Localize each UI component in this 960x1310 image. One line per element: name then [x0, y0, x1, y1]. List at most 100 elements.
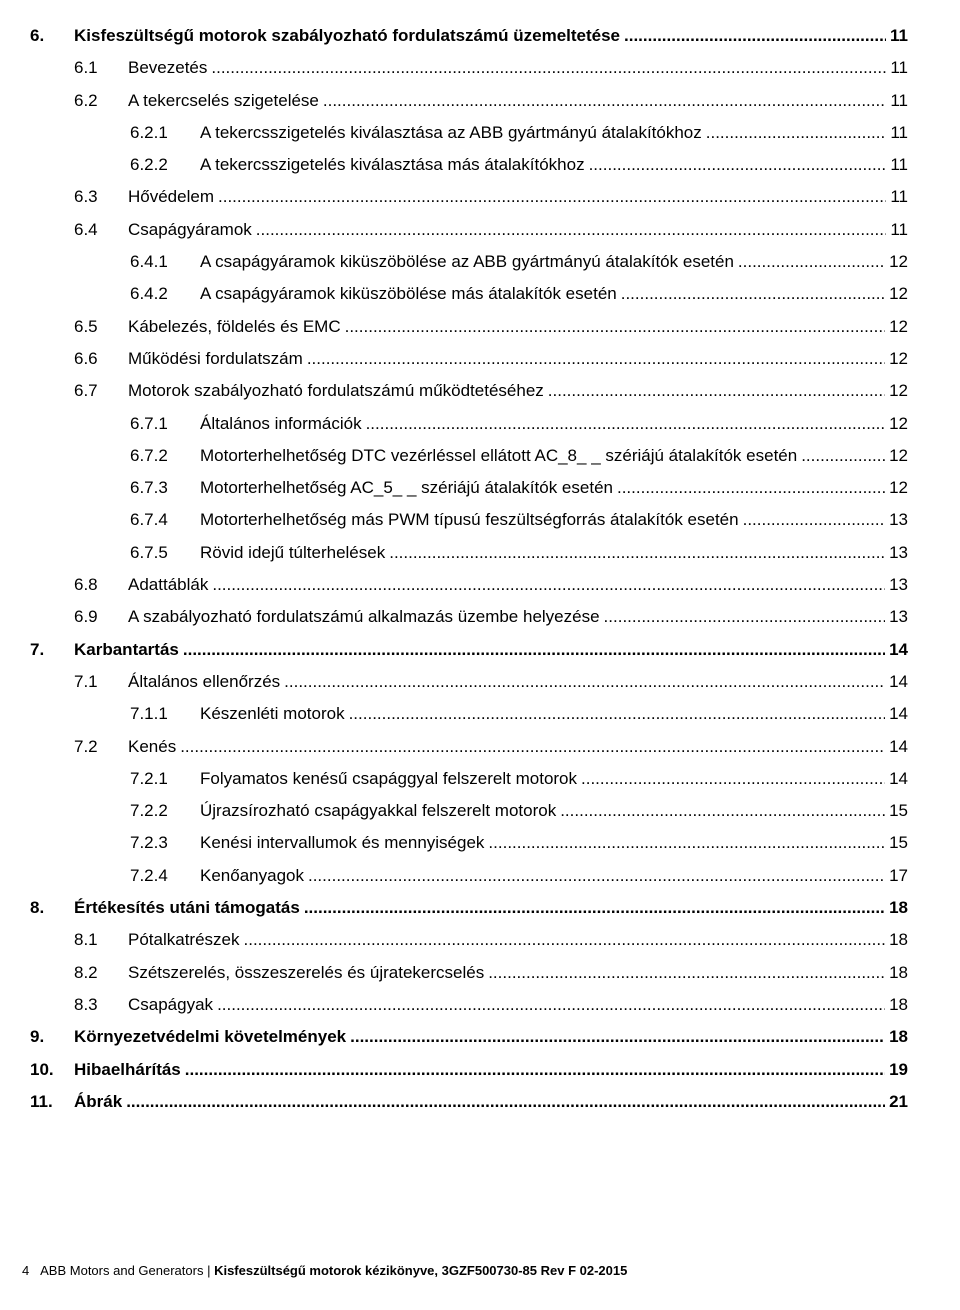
- toc-number: 9.: [30, 1021, 74, 1053]
- toc-page: 11: [886, 117, 908, 149]
- toc-number: 6.7.2: [130, 440, 200, 472]
- toc-title: Készenléti motorok: [200, 698, 349, 730]
- toc-number: 7.2: [74, 731, 128, 763]
- toc-number: 6.4: [74, 214, 128, 246]
- toc-row: 6.1Bevezetés11: [30, 52, 908, 84]
- toc-page: 11: [886, 149, 908, 181]
- toc-page: 12: [885, 311, 908, 343]
- toc-number: 6.2.2: [130, 149, 200, 181]
- toc-title: Motorterhelhetőség DTC vezérléssel ellát…: [200, 440, 801, 472]
- toc-page: 14: [885, 731, 908, 763]
- toc-leader-dots: [349, 698, 886, 730]
- toc-page: 12: [885, 375, 908, 407]
- toc-page: 11: [886, 52, 908, 84]
- toc-number: 6.4.1: [130, 246, 200, 278]
- toc-title: A szabályozható fordulatszámú alkalmazás…: [128, 601, 604, 633]
- toc-title: Karbantartás: [74, 634, 183, 666]
- toc-page: 15: [885, 827, 908, 859]
- toc-leader-dots: [218, 181, 886, 213]
- toc-page: 18: [885, 1021, 908, 1053]
- toc-number: 6.1: [74, 52, 128, 84]
- toc-number: 6.9: [74, 601, 128, 633]
- toc-title: Csapágyáramok: [128, 214, 256, 246]
- toc-row: 8.Értékesítés utáni támogatás18: [30, 892, 908, 924]
- toc-number: 7.: [30, 634, 74, 666]
- toc-leader-dots: [801, 440, 885, 472]
- toc-leader-dots: [604, 601, 886, 633]
- toc-row: 8.3Csapágyak18: [30, 989, 908, 1021]
- toc-title: Működési fordulatszám: [128, 343, 307, 375]
- toc-leader-dots: [488, 957, 885, 989]
- toc-title: Csapágyak: [128, 989, 217, 1021]
- toc-page: 14: [885, 634, 908, 666]
- toc-page: 14: [885, 763, 908, 795]
- toc-row: 7.2.2Újrazsírozható csapágyakkal felszer…: [30, 795, 908, 827]
- toc-page: 14: [885, 666, 908, 698]
- toc-row: 7.2.3Kenési intervallumok és mennyiségek…: [30, 827, 908, 859]
- toc-title: Kenési intervallumok és mennyiségek: [200, 827, 488, 859]
- toc-row: 8.1Pótalkatrészek18: [30, 924, 908, 956]
- page-footer: 4 ABB Motors and Generators | Kisfeszült…: [22, 1263, 627, 1278]
- toc-leader-dots: [126, 1086, 885, 1118]
- toc-row: 6.9A szabályozható fordulatszámú alkalma…: [30, 601, 908, 633]
- toc-row: 7.2.1Folyamatos kenésű csapággyal felsze…: [30, 763, 908, 795]
- toc-title: A csapágyáramok kiküszöbölése az ABB gyá…: [200, 246, 738, 278]
- toc-row: 6.2.1A tekercsszigetelés kiválasztása az…: [30, 117, 908, 149]
- toc-title: Újrazsírozható csapágyakkal felszerelt m…: [200, 795, 560, 827]
- toc-title: Pótalkatrészek: [128, 924, 244, 956]
- toc-title: Általános információk: [200, 408, 366, 440]
- toc-page: 12: [885, 408, 908, 440]
- toc-title: Kenés: [128, 731, 180, 763]
- toc-number: 6.8: [74, 569, 128, 601]
- toc-leader-dots: [256, 214, 887, 246]
- toc-title: Kábelezés, földelés és EMC: [128, 311, 345, 343]
- toc-page: 13: [885, 569, 908, 601]
- toc-leader-dots: [624, 20, 886, 52]
- toc-page: 13: [885, 601, 908, 633]
- toc-leader-dots: [323, 85, 886, 117]
- toc-row: 6.4Csapágyáramok11: [30, 214, 908, 246]
- toc-number: 6.: [30, 20, 74, 52]
- toc-title: Motorterhelhetőség AC_5_ _ szériájú átal…: [200, 472, 617, 504]
- toc-number: 7.2.4: [130, 860, 200, 892]
- toc-number: 6.4.2: [130, 278, 200, 310]
- toc-title: Adattáblák: [128, 569, 212, 601]
- toc-leader-dots: [581, 763, 885, 795]
- toc-page: 12: [885, 246, 908, 278]
- toc-row: 6.4.2A csapágyáramok kiküszöbölése más á…: [30, 278, 908, 310]
- toc-number: 6.7.3: [130, 472, 200, 504]
- toc-number: 6.7.5: [130, 537, 200, 569]
- toc-leader-dots: [308, 860, 885, 892]
- toc-number: 6.7: [74, 375, 128, 407]
- toc-leader-dots: [284, 666, 885, 698]
- toc-row: 6.5Kábelezés, földelés és EMC12: [30, 311, 908, 343]
- toc-row: 6.7.1Általános információk12: [30, 408, 908, 440]
- footer-left-text: ABB Motors and Generators: [40, 1263, 203, 1278]
- toc-number: 8.: [30, 892, 74, 924]
- toc-row: 6.7.4Motorterhelhetőség más PWM típusú f…: [30, 504, 908, 536]
- toc-row: 9.Környezetvédelmi követelmények18: [30, 1021, 908, 1053]
- toc-row: 6.2.2A tekercsszigetelés kiválasztása má…: [30, 149, 908, 181]
- toc-title: Általános ellenőrzés: [128, 666, 284, 698]
- toc-title: Kenőanyagok: [200, 860, 308, 892]
- toc-leader-dots: [217, 989, 885, 1021]
- toc-number: 6.7.4: [130, 504, 200, 536]
- toc-leader-dots: [307, 343, 885, 375]
- toc-title: A tekercsszigetelés kiválasztása az ABB …: [200, 117, 706, 149]
- toc-leader-dots: [488, 827, 885, 859]
- toc-number: 8.1: [74, 924, 128, 956]
- toc-row: 6.7.3Motorterhelhetőség AC_5_ _ szériájú…: [30, 472, 908, 504]
- toc-leader-dots: [212, 569, 885, 601]
- toc-title: A tekercsszigetelés kiválasztása más áta…: [200, 149, 589, 181]
- toc-number: 6.6: [74, 343, 128, 375]
- toc-row: 7.1.1Készenléti motorok14: [30, 698, 908, 730]
- toc-leader-dots: [244, 924, 886, 956]
- toc-row: 10.Hibaelhárítás19: [30, 1054, 908, 1086]
- toc-title: Hibaelhárítás: [74, 1054, 185, 1086]
- toc-leader-dots: [345, 311, 885, 343]
- toc-page: 11: [886, 20, 908, 52]
- toc-leader-dots: [617, 472, 885, 504]
- toc-leader-dots: [548, 375, 885, 407]
- toc-page: 11: [886, 85, 908, 117]
- toc-row: 6.2A tekercselés szigetelése11: [30, 85, 908, 117]
